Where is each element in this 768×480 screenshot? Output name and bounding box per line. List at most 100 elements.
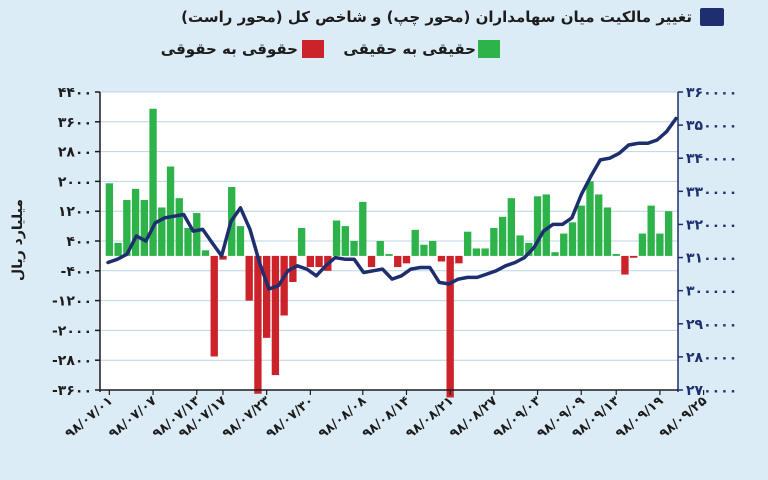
bar-institutional	[429, 241, 437, 256]
bar-institutional	[542, 194, 550, 256]
bar-institutional	[656, 233, 664, 256]
left-tick-label: ۲۰۰۰	[58, 174, 92, 190]
bar-institutional	[586, 181, 594, 256]
right-tick-label: ۳۳۰۰۰۰	[686, 184, 737, 200]
x-tick-label: ۹۸/۰۹/۱۹	[613, 394, 666, 442]
left-tick-label: ۴۰۰	[66, 234, 92, 250]
bar-individual	[621, 255, 629, 275]
right-tick-label: ۳۵۰۰۰۰	[686, 118, 737, 134]
legend-swatch-index	[700, 8, 724, 26]
bar-individual	[402, 255, 411, 264]
bar-institutional	[603, 207, 612, 256]
bar-institutional	[481, 248, 489, 256]
bar-institutional	[175, 198, 183, 256]
left-tick-label: ۴۴۰۰	[58, 85, 92, 101]
bar-institutional	[533, 196, 542, 256]
legend-swatch-individual	[302, 40, 324, 58]
left-tick-label: -۲۸۰۰	[52, 353, 92, 369]
bar-institutional	[664, 211, 673, 256]
bar-institutional	[359, 201, 367, 256]
bar-individual	[394, 255, 402, 268]
x-tick-label: ۹۸/۰۸/۰۸	[316, 394, 369, 442]
bar-institutional	[647, 205, 655, 256]
bar-institutional	[140, 200, 148, 256]
left-tick-label: -۳۶۰۰	[52, 383, 92, 399]
x-tick-label: ۹۸/۰۹/۲۵	[657, 394, 710, 442]
bar-institutional	[420, 244, 428, 256]
x-tick-label: ۹۸/۰۷/۳۰	[264, 394, 317, 442]
bar-institutional	[516, 235, 524, 256]
bar-individual	[306, 255, 315, 268]
bar-institutional	[149, 108, 157, 256]
bar-institutional	[332, 220, 341, 256]
left-axis-ticks: ۴۴۰۰ ۳۶۰۰ ۲۸۰۰ ۲۰۰۰ ۱۲۰۰ ۴۰۰ -۴۰۰ -۱۲۰۰ -۲۰۰۰ -۲۸…	[52, 85, 100, 399]
right-tick-label: ۲۸۰۰۰۰	[686, 350, 737, 366]
right-axis-ticks: ۳۶۰۰۰۰ ۳۵۰۰۰۰ ۳۴۰۰۰۰ ۳۳۰۰۰۰ ۳۲۰۰۰۰ ۳۱۰۰۰۰ ۳۰۰۰…	[678, 85, 737, 399]
bar-institutional	[507, 198, 516, 256]
bar-institutional	[114, 242, 122, 256]
x-tick-label: ۹۸/۰۷/۰۱	[63, 394, 116, 442]
bar-institutional	[385, 254, 393, 256]
bar-institutional	[577, 205, 585, 256]
bar-individual	[254, 255, 262, 394]
bar-institutional	[490, 227, 498, 256]
bar-institutional	[498, 216, 507, 256]
legend-label-individual: حقوقی به حقوقی	[161, 40, 298, 58]
right-tick-label: ۳۶۰۰۰۰	[686, 85, 737, 101]
x-tick-label: ۹۸/۰۸/۱۴	[360, 394, 413, 442]
bar-individual	[446, 255, 454, 398]
left-tick-label: ۱۲۰۰	[58, 204, 92, 220]
bar-series	[105, 108, 673, 398]
bar-institutional	[166, 166, 175, 256]
bar-institutional	[638, 233, 647, 256]
x-tick-label: ۹۸/۰۸/۲۷	[447, 394, 500, 442]
bar-individual	[245, 255, 253, 301]
x-axis-ticks: ۹۸/۰۷/۰۱۹۸/۰۷/۰۷۹۸/۰۷/۱۳۹۸/۰۷/۱۷۹۸/۰۷/۲۳…	[63, 390, 710, 442]
x-tick-label: ۹۸/۰۸/۲۱	[403, 394, 456, 442]
bar-individual	[262, 255, 271, 338]
bar-institutional	[105, 183, 114, 256]
right-tick-label: ۳۴۰۰۰۰	[686, 151, 737, 167]
bar-individual	[367, 255, 376, 268]
bar-institutional	[612, 254, 620, 256]
bar-institutional	[595, 194, 603, 256]
bar-institutional	[568, 222, 577, 256]
bar-institutional	[123, 200, 131, 256]
left-tick-label: ۲۸۰۰	[58, 145, 92, 161]
right-tick-label: ۳۲۰۰۰۰	[686, 217, 737, 233]
right-tick-label: ۳۱۰۰۰۰	[686, 251, 737, 267]
bar-institutional	[341, 226, 349, 256]
bar-institutional	[525, 242, 533, 256]
bar-institutional	[551, 252, 559, 256]
bar-institutional	[297, 227, 306, 256]
y-axis-label: میلیارد ریال	[10, 199, 26, 281]
bar-individual	[271, 255, 280, 376]
bar-institutional	[131, 188, 140, 256]
legend-swatch-institutional	[478, 40, 500, 58]
bar-institutional	[236, 226, 245, 256]
bar-institutional	[350, 241, 358, 256]
right-tick-label: ۳۰۰۰۰۰	[686, 284, 737, 300]
left-tick-label: -۴۰۰	[61, 264, 92, 280]
index-line	[106, 116, 678, 291]
bar-individual	[315, 255, 323, 268]
right-tick-label: ۲۷۰۰۰۰	[686, 383, 737, 399]
legend: تغییر مالکیت میان سهامداران (محور چپ) و …	[161, 8, 724, 58]
x-tick-label: ۹۸/۰۹/۰۳	[491, 394, 544, 442]
bar-institutional	[193, 213, 201, 256]
bar-individual	[630, 255, 638, 258]
bar-individual	[455, 255, 463, 264]
bar-institutional	[472, 248, 481, 256]
bar-individual	[280, 255, 288, 316]
x-tick-label: ۹۸/۰۷/۲۳	[220, 394, 273, 442]
bar-institutional	[184, 227, 192, 256]
bar-individual	[437, 255, 446, 262]
bar-individual	[210, 255, 218, 357]
bar-institutional	[376, 241, 384, 256]
bar-institutional	[411, 229, 419, 256]
bar-institutional	[463, 231, 472, 256]
legend-label-institutional: حقیقی به حقیقی	[343, 40, 476, 58]
bar-institutional	[560, 233, 568, 256]
